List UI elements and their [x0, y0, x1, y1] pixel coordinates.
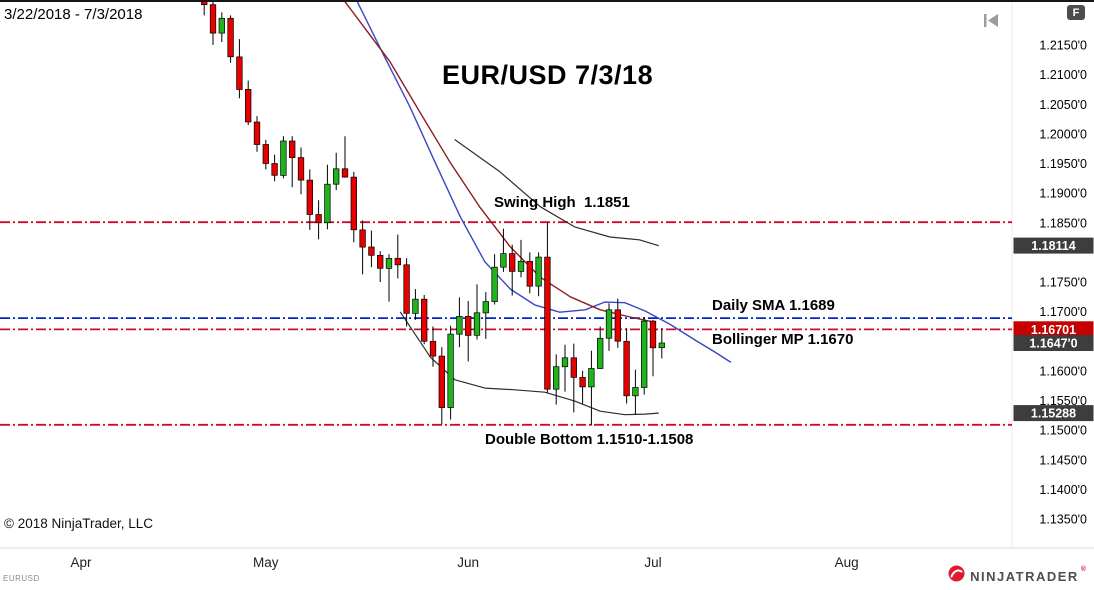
sma-fast-blue — [356, 2, 732, 363]
svg-text:1.1900'0: 1.1900'0 — [1039, 187, 1087, 201]
svg-text:1.1950'0: 1.1950'0 — [1039, 157, 1087, 171]
annotation-swing-high: Swing High 1.1851 — [494, 194, 630, 211]
sma-slow-darkred — [344, 2, 656, 323]
ninjatrader-logo-text: NINJATRADER — [970, 568, 1079, 584]
svg-text:1.2150'0: 1.2150'0 — [1039, 39, 1087, 53]
time-axis[interactable]: Apr May Jun Jul Aug — [70, 555, 858, 570]
svg-text:1.1350'0: 1.1350'0 — [1039, 513, 1087, 527]
annotation-double-bottom: Double Bottom 1.1510-1.1508 — [485, 431, 694, 448]
svg-text:1.15288: 1.15288 — [1031, 407, 1076, 421]
ninjatrader-logo-icon — [948, 565, 965, 587]
skip-to-start-icon[interactable] — [983, 13, 999, 28]
axis-separators — [0, 2, 1094, 549]
svg-text:Aug: Aug — [835, 555, 859, 570]
svg-text:1.2050'0: 1.2050'0 — [1039, 98, 1087, 112]
svg-text:1.1700'0: 1.1700'0 — [1039, 305, 1087, 319]
svg-text:1.1500'0: 1.1500'0 — [1039, 424, 1087, 438]
svg-text:1.1600'0: 1.1600'0 — [1039, 364, 1087, 378]
svg-text:1.2100'0: 1.2100'0 — [1039, 68, 1087, 82]
svg-text:1.1750'0: 1.1750'0 — [1039, 276, 1087, 290]
svg-text:May: May — [253, 555, 279, 570]
bollinger-upper — [454, 139, 659, 247]
bollinger-lower — [399, 311, 659, 416]
annotation-daily-sma: Daily SMA 1.1689 — [712, 297, 835, 314]
instrument-label: EURUSD — [3, 574, 40, 583]
svg-text:1.1647'0: 1.1647'0 — [1029, 337, 1077, 351]
svg-text:1.1450'0: 1.1450'0 — [1039, 453, 1087, 467]
svg-text:1.1400'0: 1.1400'0 — [1039, 483, 1087, 497]
svg-text:1.1550'0: 1.1550'0 — [1039, 394, 1087, 408]
copyright-text: © 2018 NinjaTrader, LLC — [4, 516, 154, 531]
svg-text:1.1850'0: 1.1850'0 — [1039, 216, 1087, 230]
svg-text:1.16701: 1.16701 — [1031, 323, 1076, 337]
annotation-bollinger-mp: Bollinger MP 1.1670 — [712, 331, 854, 348]
registered-mark: ® — [1080, 566, 1086, 573]
chart-date-range: 3/22/2018 - 7/3/2018 — [4, 6, 143, 23]
focus-button[interactable]: F — [1067, 5, 1085, 20]
svg-text:Jul: Jul — [644, 555, 661, 570]
candles-layer — [201, 2, 665, 426]
svg-text:Apr: Apr — [70, 555, 92, 570]
svg-text:1.2000'0: 1.2000'0 — [1039, 127, 1087, 141]
svg-text:Jun: Jun — [457, 555, 479, 570]
chart-title: EUR/USD 7/3/18 — [442, 60, 654, 90]
price-level-lines-layer — [0, 221, 1012, 426]
price-axis[interactable]: 1.2150'0 1.2100'0 1.2050'0 1.2000'0 1.1950'0… — [1039, 39, 1087, 527]
ninjatrader-logo: NINJATRADER ® — [948, 565, 1086, 587]
svg-text:1.18114: 1.18114 — [1031, 239, 1076, 253]
